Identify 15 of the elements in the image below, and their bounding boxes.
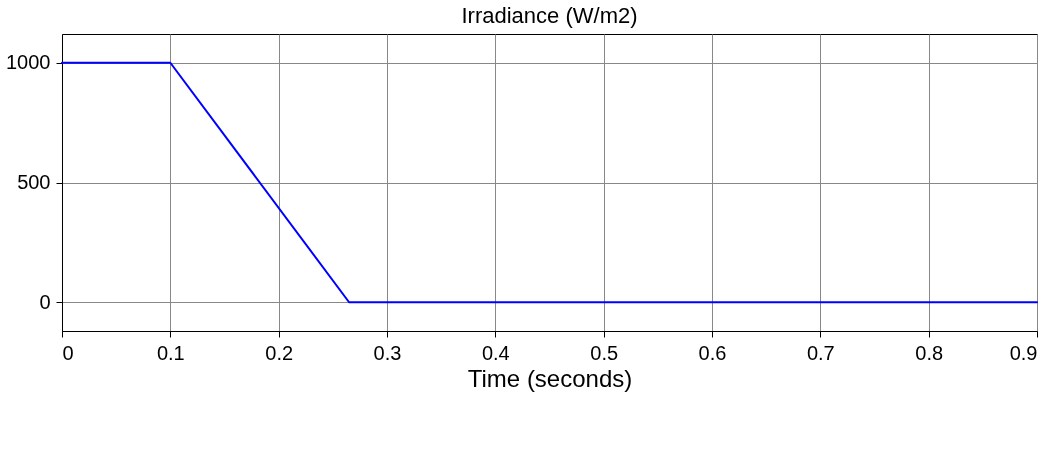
x-tick-label: 0.7: [806, 341, 835, 364]
x-tick-label: 0.1: [156, 341, 185, 364]
x-tick-label: 0.3: [373, 341, 402, 364]
x-tick-label: 0.9: [1009, 341, 1038, 364]
x-axis-title: Time (seconds): [467, 364, 633, 392]
x-tick-label: 0.8: [915, 341, 944, 364]
y-tick-label: 500: [17, 171, 51, 193]
y-tick-label: 1000: [6, 51, 51, 74]
x-tick-label: 0.2: [265, 341, 294, 364]
y-tick-label: 0: [39, 290, 51, 313]
x-tick-label: 0.4: [481, 341, 510, 364]
x-tick-label: 0: [62, 341, 74, 364]
x-tick-label: 0.5: [590, 341, 619, 364]
chart-title: Irradiance (W/m2): [461, 3, 638, 28]
x-tick-label: 0.6: [698, 341, 727, 364]
